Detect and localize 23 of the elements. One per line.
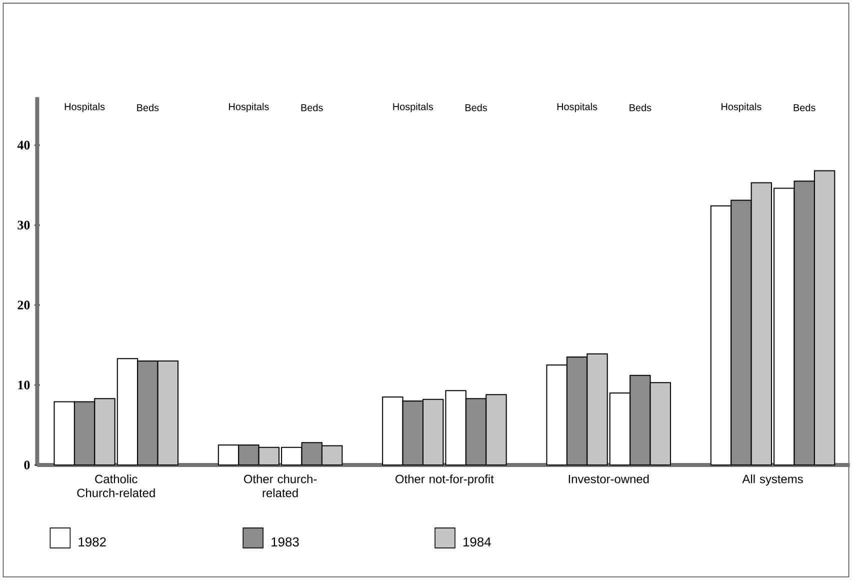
x-tick-label: Beds <box>630 104 652 112</box>
text: Catholic Church-related <box>77 474 155 498</box>
y-tick-label: 30 <box>18 220 30 230</box>
x-tick-label: Hospitals <box>64 102 105 112</box>
text: All systems <box>742 474 803 486</box>
y-tick-label: 0 <box>24 460 30 470</box>
x-tick-label: Hospitals <box>557 102 598 112</box>
x-tick-label: Beds <box>137 104 159 112</box>
x-tick-label: Beds <box>465 104 488 112</box>
legend-label: 1984 <box>463 537 491 546</box>
text: Other not-for-profit <box>396 474 494 486</box>
legend-label: 1983 <box>272 537 299 546</box>
x-tick-label: Hospitals <box>229 102 269 112</box>
x-tick-label: Beds <box>794 104 816 112</box>
y-tick-label: 40 <box>17 140 30 150</box>
x-tick-label: Hospitals <box>393 102 433 112</box>
text: Other church-related <box>244 474 317 498</box>
y-tick-label: 10 <box>18 380 30 390</box>
text: Investor-owned <box>568 474 649 484</box>
y-tick-label: 20 <box>18 300 30 310</box>
x-tick-label: Hospitals <box>722 102 762 112</box>
legend-label: 1982 <box>78 537 106 546</box>
x-tick-label: Beds <box>301 104 323 112</box>
